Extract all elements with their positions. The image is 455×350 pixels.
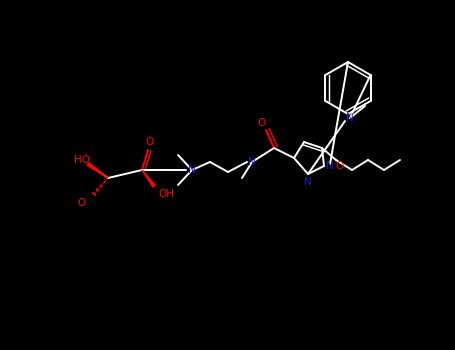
Text: N: N [346,113,354,123]
Text: HO: HO [74,155,90,165]
Text: O: O [336,161,344,171]
Text: N: N [326,161,334,171]
Text: O: O [146,137,154,147]
Polygon shape [142,170,155,187]
Text: N: N [248,157,256,167]
Text: N: N [188,165,196,175]
Text: OH: OH [158,189,174,199]
Polygon shape [87,163,108,178]
Text: O: O [258,118,266,128]
Text: O: O [78,198,86,208]
Text: N: N [304,177,312,187]
